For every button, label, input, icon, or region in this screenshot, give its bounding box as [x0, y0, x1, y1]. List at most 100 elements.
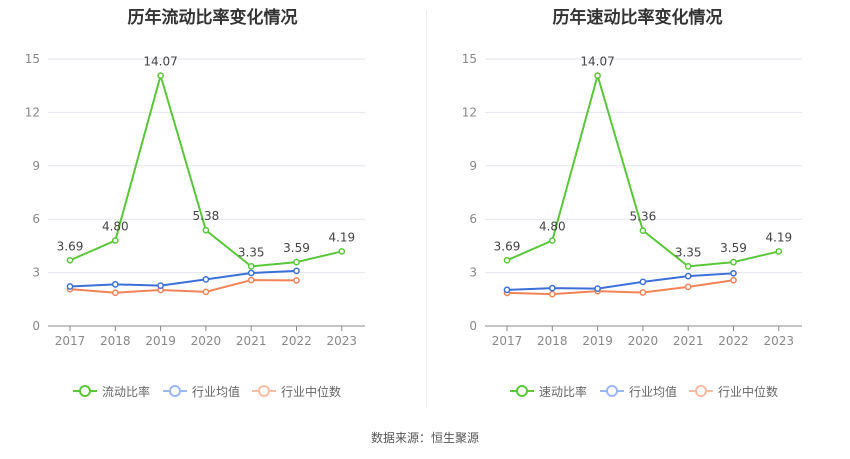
y-tick-label: 3 [469, 266, 477, 280]
x-tick-label: 2023 [764, 334, 795, 348]
data-point [247, 269, 255, 277]
legend-line-icon [252, 385, 276, 397]
data-point [730, 276, 737, 284]
data-label: 4.19 [765, 230, 792, 244]
legend-item-industry-mean[interactable]: 行业均值 [600, 381, 677, 401]
data-label: 5.36 [630, 210, 657, 224]
y-tick-label: 6 [32, 212, 40, 226]
data-point [730, 269, 737, 277]
data-point [111, 237, 119, 244]
legend-item-primary[interactable]: 速动比率 [510, 381, 587, 401]
data-point [111, 289, 119, 297]
y-tick-label: 3 [32, 266, 40, 280]
y-tick-label: 6 [469, 212, 477, 226]
data-label: 3.59 [720, 241, 747, 255]
x-tick-label: 2020 [191, 334, 222, 348]
data-point [338, 248, 346, 255]
data-label: 14.07 [580, 55, 614, 69]
data-point [202, 276, 210, 283]
legend-item-industry-mean[interactable]: 行业均值 [163, 381, 240, 401]
plot-area: 0 3 6 9 12 15 2017 2018 2019 2020 2021 2022 2023 3.69… [25, 52, 365, 348]
series-line [69, 71, 343, 268]
data-point [684, 263, 692, 270]
legend-label: 行业均值 [192, 384, 241, 399]
x-tick-label: 2021 [236, 334, 267, 348]
series-line [506, 272, 734, 291]
data-point [157, 282, 164, 289]
data-point [247, 276, 255, 284]
legend-line-icon [510, 385, 534, 397]
quick-ratio-chart: 历年速动比率变化情况 0 3 6 9 12 15 2017 2018 2019 2020 2021 2… [425, 0, 850, 420]
y-tick-label: 0 [32, 319, 40, 333]
legend-line-icon [163, 385, 187, 397]
legend-label: 行业中位数 [718, 384, 779, 399]
data-point [548, 290, 556, 298]
x-tick-label: 2020 [628, 334, 659, 348]
data-point [594, 285, 601, 292]
data-label: 3.35 [238, 245, 265, 259]
legend-label: 流动比率 [102, 384, 151, 399]
legend-item-industry-median[interactable]: 行业中位数 [252, 381, 341, 401]
data-point [293, 277, 300, 284]
legend-label: 行业均值 [629, 384, 678, 399]
x-tick-label: 2022 [718, 334, 749, 348]
data-label: 3.59 [283, 241, 310, 255]
y-tick-label: 0 [469, 319, 477, 333]
data-point [639, 278, 647, 286]
data-label: 3.35 [675, 245, 702, 259]
data-point [684, 283, 692, 291]
data-point [775, 248, 783, 255]
data-point [594, 72, 601, 79]
data-point [730, 258, 737, 266]
x-tick-label: 2023 [327, 334, 358, 348]
x-tick-label: 2019 [582, 334, 613, 348]
legend-line-icon [600, 385, 624, 397]
x-tick-label: 2022 [281, 334, 312, 348]
data-point [157, 72, 164, 79]
data-point [293, 258, 300, 266]
y-tick-label: 9 [32, 159, 40, 173]
data-label: 3.69 [57, 239, 84, 253]
x-tick-label: 2017 [55, 334, 86, 348]
data-point [293, 267, 300, 275]
y-tick-label: 15 [25, 52, 40, 66]
chart-title: 历年流动比率变化情况 [127, 8, 298, 28]
data-label: 3.69 [494, 239, 521, 253]
data-point [503, 286, 511, 294]
data-point [247, 263, 255, 270]
data-point [202, 288, 210, 296]
data-point [202, 226, 210, 234]
series-line [506, 71, 780, 268]
data-point [684, 272, 692, 280]
legend-item-industry-median[interactable]: 行业中位数 [689, 381, 778, 401]
legend-label: 速动比率 [539, 384, 588, 399]
data-label: 14.07 [143, 55, 177, 69]
y-tick-label: 12 [25, 105, 40, 119]
data-point [548, 284, 556, 292]
y-tick-label: 15 [462, 52, 477, 66]
panel-divider [426, 10, 427, 408]
x-tick-label: 2018 [100, 334, 131, 348]
data-point [548, 237, 556, 244]
legend-item-primary[interactable]: 流动比率 [73, 381, 150, 401]
x-tick-label: 2019 [145, 334, 176, 348]
data-point [66, 256, 74, 264]
data-label: 4.19 [328, 230, 355, 244]
legend: 速动比率 行业均值 行业中位数 [425, 381, 850, 401]
series-line [69, 279, 297, 294]
y-tick-label: 12 [462, 105, 477, 119]
x-tick-label: 2018 [537, 334, 568, 348]
data-point [639, 289, 647, 296]
x-tick-label: 2017 [492, 334, 523, 348]
legend: 流动比率 行业均值 行业中位数 [0, 381, 425, 401]
data-point [639, 227, 647, 234]
data-point [111, 280, 119, 288]
chart-title: 历年速动比率变化情况 [552, 8, 723, 28]
series-line [506, 279, 734, 296]
y-tick-label: 9 [469, 159, 477, 173]
data-label: 5.38 [193, 209, 220, 223]
data-point [503, 256, 511, 264]
legend-line-icon [73, 385, 97, 397]
data-label: 4.80 [539, 220, 566, 234]
legend-label: 行业中位数 [281, 384, 342, 399]
